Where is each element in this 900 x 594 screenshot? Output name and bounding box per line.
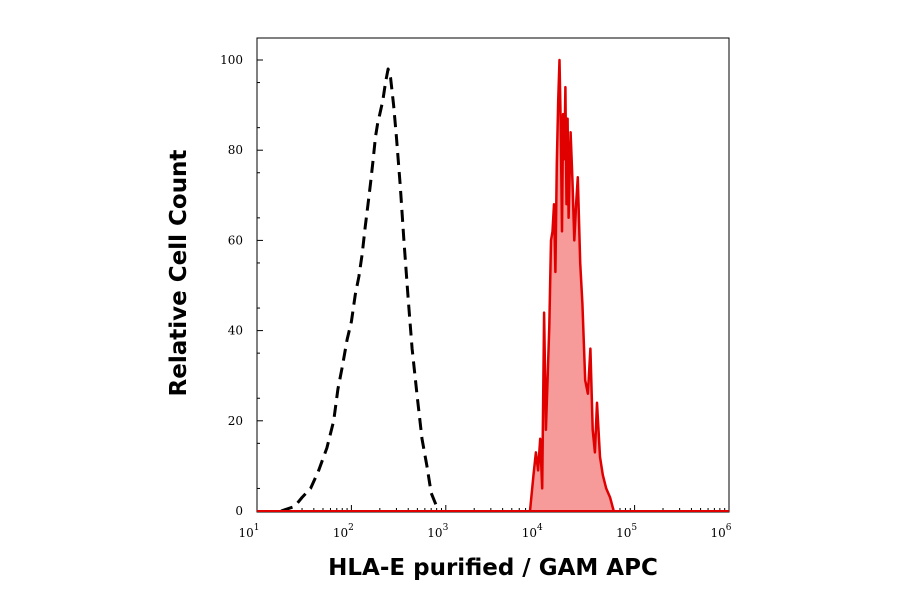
y-axis-ticks: 0 20 40 60 80 100 (220, 53, 263, 518)
x-axis-ticks: 101 102 103 104 105 106 (238, 505, 732, 540)
x-tick-label: 102 (333, 523, 354, 540)
plot-frame (256, 37, 730, 513)
y-tick-label: 0 (235, 504, 243, 518)
x-tick-label: 101 (238, 523, 259, 540)
x-tick-exponent: 4 (537, 523, 543, 533)
x-axis-title: HLA-E purified / GAM APC (328, 555, 658, 581)
y-axis-title: Relative Cell Count (166, 150, 192, 397)
x-tick-exponent: 3 (443, 523, 449, 533)
x-tick-base: 10 (710, 526, 725, 540)
y-tick-label: 20 (228, 414, 243, 428)
y-tick-label: 100 (220, 53, 243, 67)
x-tick-base: 10 (522, 526, 537, 540)
x-tick-exponent: 6 (726, 523, 732, 533)
series-1-line (528, 58, 615, 512)
series-1-area (530, 60, 614, 511)
series-layer (257, 58, 729, 513)
x-tick-label: 106 (710, 523, 731, 540)
x-tick-label: 103 (427, 523, 448, 540)
x-tick-base: 10 (238, 526, 253, 540)
y-tick-label: 40 (228, 324, 243, 338)
x-tick-label: 104 (522, 523, 543, 540)
series-0-line (280, 67, 439, 513)
x-tick-base: 10 (333, 526, 348, 540)
y-tick-label: 60 (228, 233, 243, 247)
x-tick-exponent: 2 (348, 523, 354, 533)
x-tick-label: 105 (616, 523, 637, 540)
x-tick-exponent: 5 (631, 523, 637, 533)
y-tick-label: 80 (228, 143, 243, 157)
x-tick-exponent: 1 (254, 523, 260, 533)
x-tick-base: 10 (427, 526, 442, 540)
x-tick-base: 10 (616, 526, 631, 540)
